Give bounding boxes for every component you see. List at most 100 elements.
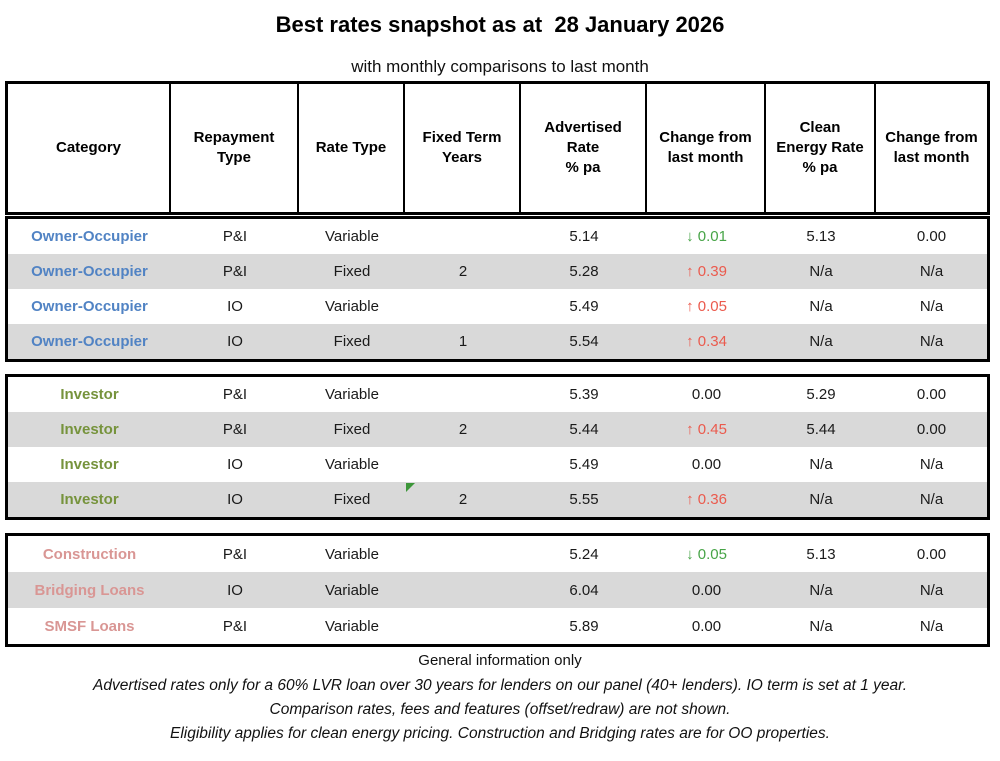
cell-clean-rate: N/a	[809, 581, 833, 599]
footnote-eligibility: Eligibility applies for clean energy pri…	[170, 725, 830, 742]
cell-repayment: P&I	[222, 386, 248, 403]
header-cell: Change from last month	[647, 84, 766, 212]
cell-clean-change: N/a	[919, 298, 944, 315]
cell-term: 2	[405, 482, 521, 517]
header-cell: Clean Energy Rate % pa	[766, 84, 876, 212]
cell-rate-type: Variable	[325, 581, 379, 599]
cell-rate-type: Fixed	[333, 333, 371, 350]
table-row: Investor P&I Fixed 2 5.44 ↑ 0.45 5.44 0.00	[8, 412, 987, 447]
cell-category: Owner-Occupier	[31, 298, 148, 315]
cell-rate-type: Fixed	[333, 263, 371, 280]
cell-rate-type: Variable	[325, 545, 379, 563]
footnote-advertised-rates: Advertised rates only for a 60% LVR loan…	[92, 677, 908, 694]
cell-rate-type: Variable	[325, 617, 379, 635]
table-row: Construction P&I Variable 5.24 ↓ 0.05 5.13 0.0…	[8, 536, 987, 572]
cell-clean-change: 0.00	[916, 386, 947, 403]
table-row: Investor IO Variable 5.49 0.00 N/a N/a	[8, 447, 987, 482]
cell-category: Owner-Occupier	[31, 228, 148, 245]
cell-rate-type: Fixed	[333, 421, 371, 438]
cell-term	[405, 289, 521, 324]
table-row: Owner-Occupier IO Fixed 1 5.54 ↑ 0.34 N/a N/a	[8, 324, 987, 359]
cell-term	[405, 608, 521, 644]
table-row: SMSF Loans P&I Variable 5.89 0.00 N/a N/a	[8, 608, 987, 644]
cell-repayment: P&I	[222, 617, 248, 635]
cell-repayment: P&I	[222, 421, 248, 438]
cell-category: Bridging Loans	[34, 581, 145, 599]
table-row: Bridging Loans IO Variable 6.04 0.00 N/a N/a	[8, 572, 987, 608]
cell-clean-rate: N/a	[809, 491, 833, 508]
cell-advertised: 5.44	[569, 421, 599, 438]
cell-repayment: P&I	[222, 545, 248, 563]
cell-change: 0.00	[691, 386, 722, 403]
table-row: Owner-Occupier P&I Fixed 2 5.28 ↑ 0.39 N/a N/a	[8, 254, 987, 289]
cell-change: ↑ 0.05	[686, 298, 727, 315]
cell-change: 0.00	[691, 456, 722, 473]
cell-change: ↓ 0.01	[686, 228, 727, 245]
cell-clean-rate: N/a	[809, 333, 833, 350]
cell-clean-rate: 5.44	[806, 421, 836, 438]
cell-repayment: IO	[227, 333, 243, 350]
header-cell: Rate Type	[299, 84, 405, 212]
table-row: Owner-Occupier IO Variable 5.49 ↑ 0.05 N/a N/a	[8, 289, 987, 324]
cell-advertised: 5.55	[569, 491, 599, 508]
header-cell: Fixed Term Years	[405, 84, 521, 212]
cell-term	[405, 536, 521, 572]
table-block-specialty: Construction P&I Variable 5.24 ↓ 0.05 5.13 0.0…	[5, 533, 990, 647]
cell-advertised: 6.04	[569, 581, 599, 599]
cell-category: Investor	[60, 491, 119, 508]
cell-clean-change: N/a	[919, 617, 944, 635]
cell-advertised: 5.89	[569, 617, 599, 635]
cell-change: ↑ 0.45	[686, 421, 727, 438]
cell-category: SMSF Loans	[44, 617, 135, 635]
cell-rate-type: Variable	[325, 386, 379, 403]
cell-repayment: IO	[227, 298, 243, 315]
cell-advertised: 5.54	[569, 333, 599, 350]
cell-term	[405, 219, 521, 254]
table-block-investor: Investor P&I Variable 5.39 0.00 5.29 0.00 Inves…	[5, 374, 990, 520]
cell-term	[405, 447, 521, 482]
cell-clean-change: 0.00	[916, 228, 947, 245]
cell-rate-type: Fixed	[333, 491, 371, 508]
header-cell: Repayment Type	[171, 84, 299, 212]
cell-change: ↑ 0.34	[686, 333, 727, 350]
cell-change: 0.00	[691, 581, 722, 599]
table-row: Investor IO Fixed 2 5.55 ↑ 0.36 N/a N/a	[8, 482, 987, 517]
cell-clean-change: 0.00	[916, 545, 947, 563]
cell-term	[405, 572, 521, 608]
cell-category: Investor	[60, 386, 119, 403]
cell-advertised: 5.28	[569, 263, 599, 280]
cell-term	[405, 377, 521, 412]
table-row: Owner-Occupier P&I Variable 5.14 ↓ 0.01 5.13 0…	[8, 219, 987, 254]
footnote-comparison-rates: Comparison rates, fees and features (off…	[269, 701, 731, 718]
cell-rate-type: Variable	[325, 456, 379, 473]
table-row: Investor P&I Variable 5.39 0.00 5.29 0.00	[8, 377, 987, 412]
header-cell: Change from last month	[885, 129, 978, 166]
cell-rate-type: Variable	[325, 298, 379, 315]
cell-clean-rate: 5.29	[806, 386, 836, 403]
cell-change: 0.00	[691, 617, 722, 635]
cell-clean-change: N/a	[919, 456, 944, 473]
cell-clean-change: 0.00	[916, 421, 947, 438]
cell-term: 1	[458, 333, 468, 350]
cell-term: 2	[458, 421, 468, 438]
cell-repayment: IO	[227, 491, 243, 508]
cell-clean-rate: N/a	[809, 263, 833, 280]
cell-category: Construction	[42, 545, 137, 563]
header-cell: Advertised Rate % pa	[521, 84, 647, 212]
cell-advertised: 5.24	[569, 545, 599, 563]
table-header-row: Category Repayment Type Rate Type Fixed Ter…	[5, 81, 990, 215]
cell-clean-change: N/a	[919, 263, 944, 280]
cell-category: Owner-Occupier	[31, 263, 148, 280]
footnote-general: General information only	[418, 652, 582, 669]
cell-repayment: IO	[227, 456, 243, 473]
cell-repayment: P&I	[222, 228, 248, 245]
page-subtitle: with monthly comparisons to last month	[351, 57, 649, 76]
cell-change: ↑ 0.39	[686, 263, 727, 280]
cell-advertised: 5.49	[569, 298, 599, 315]
header-cell: Category	[8, 84, 171, 212]
cell-rate-type: Variable	[325, 228, 379, 245]
cell-category: Owner-Occupier	[31, 333, 148, 350]
table-block-owner-occupier: Owner-Occupier P&I Variable 5.14 ↓ 0.01 5.13 0…	[5, 216, 990, 362]
cell-clean-change: N/a	[919, 581, 944, 599]
